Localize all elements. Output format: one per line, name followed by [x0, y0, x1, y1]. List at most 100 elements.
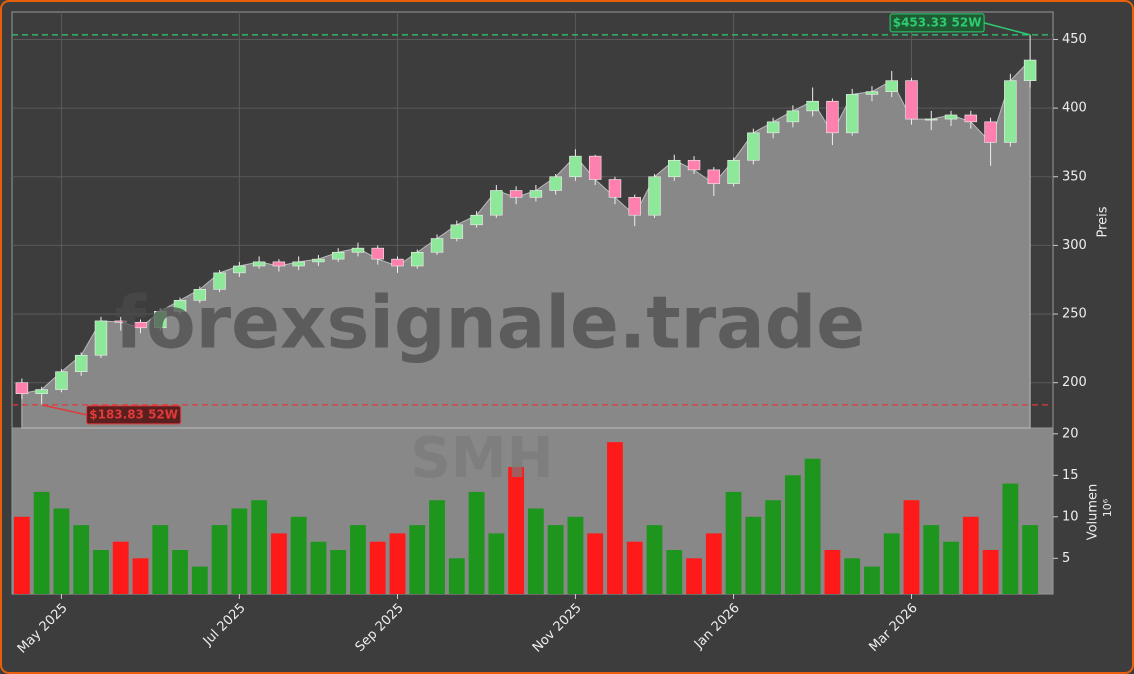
volume-bar — [883, 533, 900, 594]
candle-body — [529, 190, 543, 198]
volume-bar — [191, 566, 208, 594]
y2-tick-label: 15 — [1062, 468, 1079, 483]
volume-bar — [53, 508, 70, 594]
volume-bar — [804, 458, 821, 594]
candle-body — [628, 197, 641, 216]
candle-body — [55, 371, 68, 390]
volume-bar — [527, 508, 544, 594]
annotation-box — [889, 13, 985, 33]
candle-body — [233, 265, 246, 274]
candle-body — [806, 100, 819, 112]
candle-body — [984, 121, 997, 143]
volume-bar — [824, 550, 841, 594]
annotation-label: $183.83 52W — [89, 407, 178, 421]
candle-body — [430, 238, 444, 253]
candle-body — [588, 155, 602, 180]
annotation-label: $453.33 52W — [893, 15, 982, 29]
candle-body — [1004, 80, 1017, 143]
volume-bar — [903, 500, 920, 594]
candle-body — [292, 261, 305, 267]
candle-body — [114, 320, 127, 323]
candle-body — [687, 159, 701, 171]
candle-body — [727, 159, 740, 184]
volume-bar — [251, 500, 268, 594]
volume-bar — [409, 525, 426, 594]
volume-bar — [270, 533, 287, 594]
y-tick-label: 400 — [1062, 101, 1087, 116]
volume-bar — [211, 525, 228, 594]
y-tick-label: 250 — [1062, 307, 1087, 322]
volume-bar — [13, 516, 30, 594]
volume-bar — [705, 533, 722, 594]
candle-body — [371, 247, 384, 260]
volume-bar — [468, 491, 485, 594]
volume-bar — [231, 508, 248, 594]
candle-body — [94, 320, 108, 356]
volume-bar — [587, 533, 604, 594]
candle-body — [312, 258, 325, 263]
volume-bar — [962, 516, 979, 594]
candle-body — [15, 382, 29, 394]
volume-bar — [1002, 483, 1019, 594]
candle-body — [826, 100, 839, 134]
annotation-box — [86, 405, 182, 425]
candle-body — [845, 94, 859, 134]
candle-body — [944, 114, 958, 120]
candle-body — [331, 251, 345, 260]
volume-bar — [1022, 525, 1039, 594]
y2-tick-label: 10 — [1062, 509, 1079, 524]
y2-tick-label: 20 — [1062, 426, 1079, 441]
volume-bar — [152, 525, 169, 594]
ticker-watermark: SMH — [411, 426, 554, 491]
volume-bar — [607, 442, 623, 594]
annotation-arrow — [41, 404, 87, 416]
candle-body — [252, 261, 266, 267]
candle-body — [766, 121, 780, 134]
y-tick-label: 200 — [1062, 375, 1087, 390]
volume-bar — [73, 525, 90, 594]
candle-body — [272, 261, 286, 267]
y2-unit: 10⁶ — [1101, 498, 1114, 517]
volume-bar — [389, 533, 406, 594]
volume-bar — [172, 550, 188, 594]
volume-bar — [666, 550, 683, 594]
volume-bar — [448, 558, 465, 594]
candle-body — [786, 110, 800, 123]
volume-bar — [765, 500, 782, 594]
candle-body — [885, 80, 898, 92]
volume-bar — [844, 558, 861, 594]
volume-bar — [488, 533, 505, 594]
volume-bar — [132, 558, 149, 594]
candle-body — [865, 91, 879, 95]
candle-body — [450, 224, 464, 239]
candle-body — [351, 247, 365, 253]
volume-bar — [686, 558, 702, 594]
candle-body — [707, 169, 721, 184]
candle-body — [905, 80, 918, 120]
volume-bar — [784, 475, 801, 594]
candle-body — [964, 114, 978, 123]
y2-tick-label: 5 — [1062, 551, 1070, 566]
volume-bar — [93, 550, 109, 594]
candle-body — [747, 132, 760, 161]
candle-body — [35, 389, 48, 394]
candle-body — [1023, 59, 1037, 81]
volume-bar — [567, 516, 584, 594]
candle-body — [509, 190, 523, 198]
annotation-arrow — [983, 22, 1031, 36]
volume-bar — [112, 541, 129, 594]
volume-bar — [646, 525, 663, 594]
candle-body — [411, 251, 424, 267]
y-tick-label: 450 — [1062, 32, 1087, 47]
volume-bar — [290, 516, 307, 594]
candle-body — [74, 354, 88, 373]
volume-bar — [429, 500, 445, 594]
y-tick-label: 300 — [1062, 238, 1087, 253]
candle-body — [925, 118, 938, 121]
y2-axis-label: Volumen — [1086, 484, 1101, 541]
volume-bar — [745, 516, 762, 594]
volume-bar — [369, 541, 386, 594]
volume-bar — [547, 525, 564, 594]
watermark: forexsignale.trade — [115, 281, 865, 365]
